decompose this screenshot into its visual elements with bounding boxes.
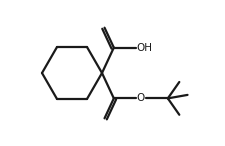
Text: O: O — [136, 93, 144, 103]
Text: OH: OH — [136, 43, 152, 53]
